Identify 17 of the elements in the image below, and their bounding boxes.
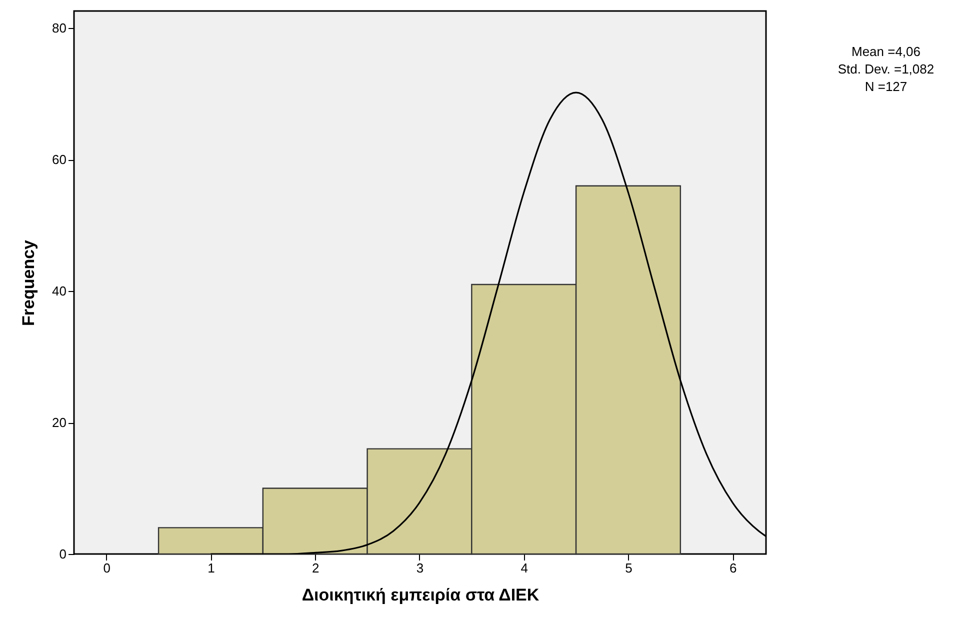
x-tick-label: 5	[625, 560, 632, 576]
y-tick-label: 0	[59, 546, 66, 562]
x-tick-label: 0	[103, 560, 110, 576]
y-tick-label: 40	[52, 284, 66, 299]
x-tick-label: 1	[208, 560, 215, 576]
x-axis-title: Διοικητική εμπειρία στα ΔΙΕΚ	[302, 586, 540, 604]
text: N =127	[864, 79, 908, 94]
x-tick-label: 2	[312, 560, 320, 576]
x-tick-label: 6	[729, 560, 737, 576]
y-tick-label: 80	[52, 20, 66, 36]
y-tick-label: 60	[52, 152, 66, 168]
text: Mean =4,06	[851, 44, 921, 59]
text: Std. Dev. =1,082	[838, 62, 934, 76]
x-tick-label: 4	[520, 560, 528, 576]
x-tick-label: 3	[416, 560, 424, 576]
y-axis-title: Frequency	[19, 239, 38, 326]
y-tick-label: 20	[52, 415, 66, 430]
